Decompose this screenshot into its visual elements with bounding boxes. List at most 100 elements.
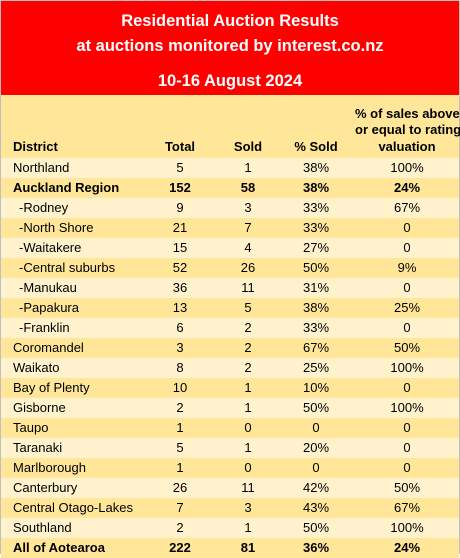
district-cell: Southland	[1, 518, 141, 538]
results-table: District Total Sold % Sold % of sales ab…	[1, 95, 460, 558]
pct-sold-cell: 42%	[277, 478, 355, 498]
pct-above-cell: 100%	[355, 158, 459, 178]
pct-above-cell: 0	[355, 318, 459, 338]
sold-cell: 11	[219, 478, 277, 498]
pct-sold-cell: 43%	[277, 498, 355, 518]
pct-sold-cell: 0	[277, 418, 355, 438]
sold-cell: 1	[219, 378, 277, 398]
total-cell: 2	[141, 518, 219, 538]
table-row: -Papakura 13 5 38% 25%	[1, 298, 459, 318]
pct-sold-cell: 0	[277, 458, 355, 478]
pct-sold-cell: 31%	[277, 278, 355, 298]
total-cell: 152	[141, 178, 219, 198]
sold-cell: 3	[219, 198, 277, 218]
total-cell: 3	[141, 338, 219, 358]
pct-above-cell: 67%	[355, 498, 459, 518]
column-header-pct-above-line-3: valuation	[378, 138, 436, 154]
pct-sold-cell: 67%	[277, 338, 355, 358]
district-cell: Coromandel	[1, 338, 141, 358]
table-row: Taranaki 5 1 20% 0	[1, 438, 459, 458]
table-row: Marlborough 1 0 0 0	[1, 458, 459, 478]
sold-cell: 5	[219, 298, 277, 318]
total-cell: 26	[141, 478, 219, 498]
column-header-district: District	[1, 95, 141, 158]
table-row: Taupo 1 0 0 0	[1, 418, 459, 438]
pct-above-cell: 9%	[355, 258, 459, 278]
sold-cell: 26	[219, 258, 277, 278]
sold-cell: 0	[219, 418, 277, 438]
pct-above-cell: 0	[355, 378, 459, 398]
table-row: Bay of Plenty 10 1 10% 0	[1, 378, 459, 398]
pct-sold-cell: 38%	[277, 158, 355, 178]
column-header-pct-sold: % Sold	[277, 95, 355, 158]
pct-above-cell: 67%	[355, 198, 459, 218]
table-row-total: All of Aotearoa 222 81 36% 24%	[1, 538, 459, 558]
sold-cell: 1	[219, 518, 277, 538]
total-cell: 13	[141, 298, 219, 318]
district-cell: Waikato	[1, 358, 141, 378]
district-cell: Gisborne	[1, 398, 141, 418]
total-cell: 52	[141, 258, 219, 278]
district-cell: -Franklin	[1, 318, 141, 338]
sold-cell: 1	[219, 398, 277, 418]
pct-above-cell: 0	[355, 278, 459, 298]
total-cell: 5	[141, 438, 219, 458]
total-cell: 7	[141, 498, 219, 518]
pct-above-cell: 100%	[355, 398, 459, 418]
pct-sold-cell: 20%	[277, 438, 355, 458]
district-cell: All of Aotearoa	[1, 538, 141, 558]
table-row: -North Shore 21 7 33% 0	[1, 218, 459, 238]
sold-cell: 2	[219, 318, 277, 338]
pct-sold-cell: 27%	[277, 238, 355, 258]
total-cell: 6	[141, 318, 219, 338]
pct-above-cell: 100%	[355, 518, 459, 538]
total-cell: 21	[141, 218, 219, 238]
total-cell: 1	[141, 458, 219, 478]
pct-sold-cell: 10%	[277, 378, 355, 398]
total-cell: 5	[141, 158, 219, 178]
pct-sold-cell: 25%	[277, 358, 355, 378]
table-row: -Central suburbs 52 26 50% 9%	[1, 258, 459, 278]
table-row: Central Otago-Lakes 7 3 43% 67%	[1, 498, 459, 518]
sold-cell: 2	[219, 338, 277, 358]
table-row: Coromandel 3 2 67% 50%	[1, 338, 459, 358]
pct-sold-cell: 50%	[277, 398, 355, 418]
table-row: Canterbury 26 11 42% 50%	[1, 478, 459, 498]
column-header-pct-above-valuation: % of sales above or equal to rating valu…	[355, 95, 460, 158]
pct-sold-cell: 38%	[277, 178, 355, 198]
table-row: Waikato 8 2 25% 100%	[1, 358, 459, 378]
total-cell: 36	[141, 278, 219, 298]
sold-cell: 0	[219, 458, 277, 478]
pct-above-cell: 50%	[355, 338, 459, 358]
table-row: -Waitakere 15 4 27% 0	[1, 238, 459, 258]
pct-above-cell: 25%	[355, 298, 459, 318]
sold-cell: 3	[219, 498, 277, 518]
district-cell: Canterbury	[1, 478, 141, 498]
header-row: District Total Sold % Sold % of sales ab…	[1, 95, 460, 158]
district-cell: -Central suburbs	[1, 258, 141, 278]
district-cell: -Papakura	[1, 298, 141, 318]
sold-cell: 58	[219, 178, 277, 198]
pct-above-cell: 0	[355, 418, 459, 438]
total-cell: 15	[141, 238, 219, 258]
pct-above-cell: 0	[355, 218, 459, 238]
table-row: -Franklin 6 2 33% 0	[1, 318, 459, 338]
column-header-total: Total	[141, 95, 219, 158]
pct-sold-cell: 50%	[277, 518, 355, 538]
table-row: -Rodney 9 3 33% 67%	[1, 198, 459, 218]
district-cell: Marlborough	[1, 458, 141, 478]
sold-cell: 2	[219, 358, 277, 378]
total-cell: 222	[141, 538, 219, 558]
sold-cell: 1	[219, 158, 277, 178]
table-row: Auckland Region 152 58 38% 24%	[1, 178, 459, 198]
sold-cell: 4	[219, 238, 277, 258]
pct-sold-cell: 33%	[277, 318, 355, 338]
district-cell: -Rodney	[1, 198, 141, 218]
pct-sold-cell: 38%	[277, 298, 355, 318]
pct-sold-cell: 50%	[277, 258, 355, 278]
pct-sold-cell: 33%	[277, 198, 355, 218]
table-row: Northland 5 1 38% 100%	[1, 158, 459, 178]
total-cell: 8	[141, 358, 219, 378]
table-row: -Manukau 36 11 31% 0	[1, 278, 459, 298]
